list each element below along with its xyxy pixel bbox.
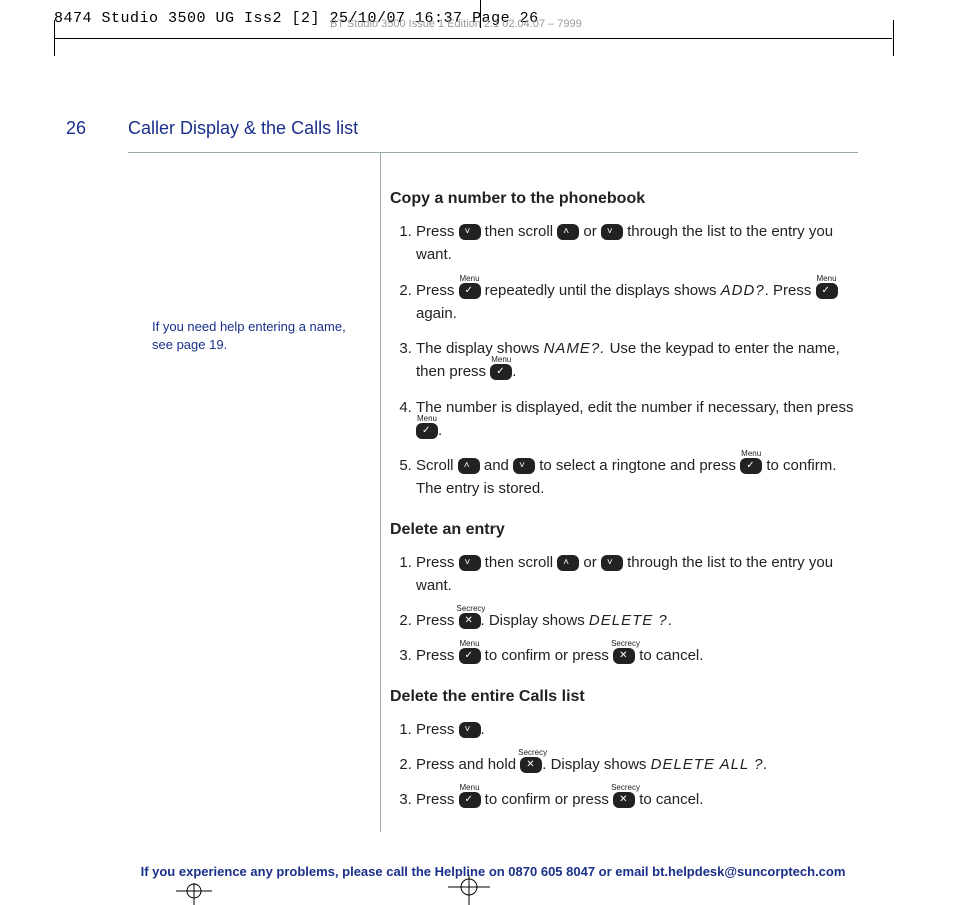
up-button-icon xyxy=(557,555,579,571)
step-text: Press xyxy=(416,647,459,664)
step-text: Press xyxy=(416,721,459,738)
step-text: again. xyxy=(416,305,457,322)
step-item: Press then scroll or through the list to… xyxy=(416,551,860,598)
step-text: repeatedly until the displays shows xyxy=(481,282,721,299)
down-button-icon xyxy=(459,555,481,571)
step-item: Press . xyxy=(416,718,860,741)
step-item: The number is displayed, edit the number… xyxy=(416,396,860,443)
helpline-footer: If you experience any problems, please c… xyxy=(128,864,858,879)
sidebar-note: If you need help entering a name, see pa… xyxy=(152,318,362,354)
step-text: or xyxy=(579,554,601,571)
step-text: then scroll xyxy=(481,554,558,571)
down-button-icon xyxy=(513,458,535,474)
step-text: to cancel. xyxy=(635,647,703,664)
horizontal-rule xyxy=(128,152,858,153)
section-title: Delete the entire Calls list xyxy=(390,688,860,706)
lcd-text: ADD? xyxy=(721,282,765,299)
step-text: . Display shows xyxy=(481,612,589,629)
section-title: Delete an entry xyxy=(390,521,860,539)
step-item: Press to confirm or press to cancel. xyxy=(416,788,860,811)
print-subheader: BT Studio 3500 Issue 1 Edition 2.1 02.04… xyxy=(330,18,582,30)
crop-mark xyxy=(480,0,481,28)
steps-list: Press then scroll or through the list to… xyxy=(392,220,860,501)
step-text: Scroll xyxy=(416,457,458,474)
step-text: and xyxy=(480,457,513,474)
step-text: . Display shows xyxy=(542,756,650,773)
step-item: The display shows NAME?. Use the keypad … xyxy=(416,337,860,384)
step-item: Press . Display shows DELETE ?. xyxy=(416,609,860,632)
step-text: Press xyxy=(416,223,459,240)
steps-list: Press . Press and hold . Display shows DE… xyxy=(392,718,860,812)
page-title: Caller Display & the Calls list xyxy=(128,118,358,139)
step-text: The number is displayed, edit the number… xyxy=(416,399,853,416)
registration-mark-icon xyxy=(448,875,490,905)
up-button-icon xyxy=(557,224,579,240)
step-text: . xyxy=(438,422,442,439)
step-text: then scroll xyxy=(481,223,558,240)
crop-mark xyxy=(54,20,55,56)
step-text: Press xyxy=(416,554,459,571)
menu-button-icon xyxy=(416,423,438,439)
crop-mark xyxy=(54,38,892,39)
step-text: to cancel. xyxy=(635,791,703,808)
step-text: or xyxy=(579,223,601,240)
menu-button-icon xyxy=(459,792,481,808)
step-text: The display shows xyxy=(416,340,544,357)
lcd-text: NAME?. xyxy=(544,340,606,357)
step-text: Press xyxy=(416,612,459,629)
step-text: to confirm or press xyxy=(481,647,614,664)
step-text: . Press xyxy=(765,282,816,299)
menu-button-icon xyxy=(459,648,481,664)
crop-mark xyxy=(893,20,894,56)
step-text: Press xyxy=(416,791,459,808)
secrecy-button-icon xyxy=(459,613,481,629)
secrecy-button-icon xyxy=(613,792,635,808)
menu-button-icon xyxy=(740,458,762,474)
lcd-text: DELETE ? xyxy=(589,612,668,629)
secrecy-button-icon xyxy=(520,757,542,773)
menu-button-icon xyxy=(816,283,838,299)
step-text: . xyxy=(512,363,516,380)
step-item: Scroll and to select a ringtone and pres… xyxy=(416,454,860,501)
step-text: to confirm or press xyxy=(481,791,614,808)
menu-button-icon xyxy=(490,364,512,380)
step-item: Press then scroll or through the list to… xyxy=(416,220,860,267)
page: 8474 Studio 3500 UG Iss2 [2] 25/10/07 16… xyxy=(0,0,954,905)
secrecy-button-icon xyxy=(613,648,635,664)
registration-mark-icon xyxy=(176,883,212,905)
step-item: Press to confirm or press to cancel. xyxy=(416,644,860,667)
page-number: 26 xyxy=(66,118,86,139)
steps-list: Press then scroll or through the list to… xyxy=(392,551,860,668)
step-text: . xyxy=(668,612,672,629)
menu-button-icon xyxy=(459,283,481,299)
vertical-rule xyxy=(380,152,381,832)
step-text: . xyxy=(481,721,485,738)
lcd-text: DELETE ALL ?. xyxy=(651,756,769,773)
step-text: Press xyxy=(416,282,459,299)
main-content: Copy a number to the phonebook Press then… xyxy=(390,190,860,823)
step-text: Press and hold xyxy=(416,756,520,773)
down-button-icon xyxy=(601,555,623,571)
down-button-icon xyxy=(459,722,481,738)
down-button-icon xyxy=(601,224,623,240)
step-text: to select a ringtone and press xyxy=(535,457,740,474)
step-item: Press and hold . Display shows DELETE AL… xyxy=(416,753,860,776)
down-button-icon xyxy=(459,224,481,240)
section-title: Copy a number to the phonebook xyxy=(390,190,860,208)
up-button-icon xyxy=(458,458,480,474)
step-item: Press repeatedly until the displays show… xyxy=(416,279,860,326)
